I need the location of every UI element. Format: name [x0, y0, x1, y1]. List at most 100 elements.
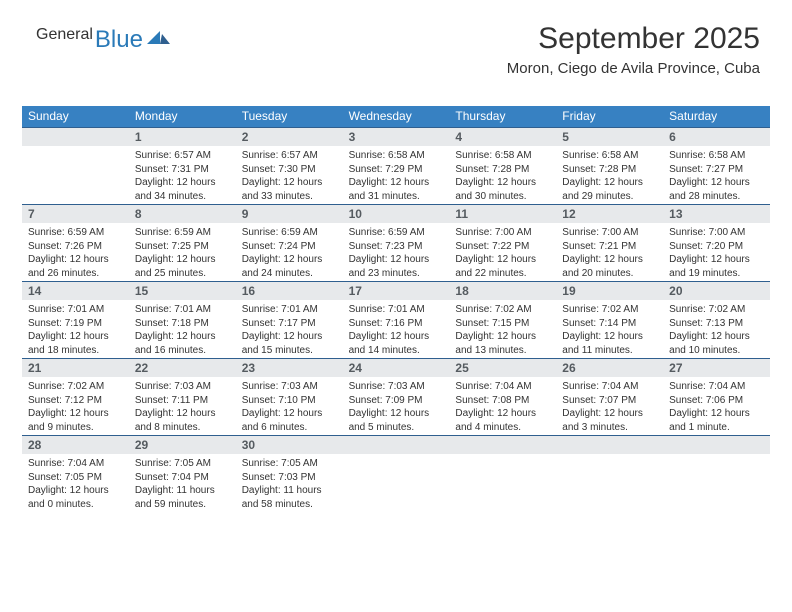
day-day2: and 28 minutes.: [669, 190, 764, 204]
weekday-header: Saturday: [663, 106, 770, 127]
day-number: 14: [22, 282, 129, 300]
day-number: 8: [129, 205, 236, 223]
daynum-row: 282930: [22, 435, 770, 454]
day-cell: Sunrise: 7:01 AMSunset: 7:17 PMDaylight:…: [236, 300, 343, 358]
day-day1: Daylight: 12 hours: [562, 253, 657, 267]
day-day1: Daylight: 12 hours: [455, 407, 550, 421]
day-number: [343, 436, 450, 454]
day-cell: [449, 454, 556, 512]
day-sunrise: Sunrise: 6:57 AM: [135, 149, 230, 163]
weekday-header: Monday: [129, 106, 236, 127]
day-day1: Daylight: 12 hours: [349, 253, 444, 267]
day-day1: Daylight: 12 hours: [135, 176, 230, 190]
day-sunset: Sunset: 7:28 PM: [562, 163, 657, 177]
day-sunrise: Sunrise: 6:58 AM: [349, 149, 444, 163]
weekday-header: Wednesday: [343, 106, 450, 127]
day-sunrise: Sunrise: 6:57 AM: [242, 149, 337, 163]
info-row: Sunrise: 6:59 AMSunset: 7:26 PMDaylight:…: [22, 223, 770, 281]
day-cell: [556, 454, 663, 512]
day-number: 4: [449, 128, 556, 146]
day-sunrise: Sunrise: 7:02 AM: [562, 303, 657, 317]
day-day2: and 1 minute.: [669, 421, 764, 435]
day-sunrise: Sunrise: 7:02 AM: [669, 303, 764, 317]
day-cell: Sunrise: 7:02 AMSunset: 7:12 PMDaylight:…: [22, 377, 129, 435]
day-cell: Sunrise: 6:59 AMSunset: 7:24 PMDaylight:…: [236, 223, 343, 281]
day-sunrise: Sunrise: 6:58 AM: [669, 149, 764, 163]
day-sunset: Sunset: 7:18 PM: [135, 317, 230, 331]
day-day1: Daylight: 12 hours: [135, 330, 230, 344]
day-sunrise: Sunrise: 6:58 AM: [562, 149, 657, 163]
day-number: 17: [343, 282, 450, 300]
day-number: 30: [236, 436, 343, 454]
day-cell: Sunrise: 6:57 AMSunset: 7:31 PMDaylight:…: [129, 146, 236, 204]
day-day2: and 31 minutes.: [349, 190, 444, 204]
day-number: 11: [449, 205, 556, 223]
day-day2: and 29 minutes.: [562, 190, 657, 204]
day-cell: Sunrise: 7:00 AMSunset: 7:22 PMDaylight:…: [449, 223, 556, 281]
day-sunset: Sunset: 7:28 PM: [455, 163, 550, 177]
day-cell: [22, 146, 129, 204]
day-cell: Sunrise: 6:59 AMSunset: 7:26 PMDaylight:…: [22, 223, 129, 281]
logo-text-blue: Blue: [95, 26, 143, 54]
day-number: 5: [556, 128, 663, 146]
day-day1: Daylight: 12 hours: [349, 330, 444, 344]
day-cell: Sunrise: 6:58 AMSunset: 7:27 PMDaylight:…: [663, 146, 770, 204]
day-sunrise: Sunrise: 7:03 AM: [242, 380, 337, 394]
day-cell: Sunrise: 6:57 AMSunset: 7:30 PMDaylight:…: [236, 146, 343, 204]
day-sunset: Sunset: 7:22 PM: [455, 240, 550, 254]
page-title: September 2025: [507, 22, 760, 56]
day-number: 9: [236, 205, 343, 223]
day-day2: and 19 minutes.: [669, 267, 764, 281]
day-cell: Sunrise: 7:04 AMSunset: 7:08 PMDaylight:…: [449, 377, 556, 435]
day-sunrise: Sunrise: 7:01 AM: [135, 303, 230, 317]
day-sunrise: Sunrise: 6:59 AM: [28, 226, 123, 240]
day-number: [556, 436, 663, 454]
day-day2: and 0 minutes.: [28, 498, 123, 512]
day-day2: and 16 minutes.: [135, 344, 230, 358]
day-sunrise: Sunrise: 6:59 AM: [242, 226, 337, 240]
daynum-row: 78910111213: [22, 204, 770, 223]
day-cell: Sunrise: 6:59 AMSunset: 7:23 PMDaylight:…: [343, 223, 450, 281]
day-sunrise: Sunrise: 7:04 AM: [28, 457, 123, 471]
day-sunset: Sunset: 7:23 PM: [349, 240, 444, 254]
day-cell: Sunrise: 7:01 AMSunset: 7:18 PMDaylight:…: [129, 300, 236, 358]
day-number: 18: [449, 282, 556, 300]
day-sunset: Sunset: 7:11 PM: [135, 394, 230, 408]
day-number: 3: [343, 128, 450, 146]
day-cell: Sunrise: 7:05 AMSunset: 7:03 PMDaylight:…: [236, 454, 343, 512]
day-cell: Sunrise: 7:04 AMSunset: 7:06 PMDaylight:…: [663, 377, 770, 435]
day-sunset: Sunset: 7:31 PM: [135, 163, 230, 177]
day-day1: Daylight: 12 hours: [28, 407, 123, 421]
day-day2: and 8 minutes.: [135, 421, 230, 435]
day-cell: [343, 454, 450, 512]
day-number: [663, 436, 770, 454]
day-sunset: Sunset: 7:13 PM: [669, 317, 764, 331]
info-row: Sunrise: 7:02 AMSunset: 7:12 PMDaylight:…: [22, 377, 770, 435]
day-day1: Daylight: 12 hours: [349, 176, 444, 190]
day-sunset: Sunset: 7:10 PM: [242, 394, 337, 408]
day-day2: and 11 minutes.: [562, 344, 657, 358]
title-block: September 2025 Moron, Ciego de Avila Pro…: [507, 22, 760, 77]
day-day2: and 59 minutes.: [135, 498, 230, 512]
day-sunset: Sunset: 7:08 PM: [455, 394, 550, 408]
day-sunset: Sunset: 7:03 PM: [242, 471, 337, 485]
day-sunrise: Sunrise: 7:00 AM: [669, 226, 764, 240]
day-day2: and 23 minutes.: [349, 267, 444, 281]
day-number: 28: [22, 436, 129, 454]
day-cell: Sunrise: 7:05 AMSunset: 7:04 PMDaylight:…: [129, 454, 236, 512]
day-day1: Daylight: 12 hours: [669, 253, 764, 267]
day-sunrise: Sunrise: 7:04 AM: [455, 380, 550, 394]
day-sunrise: Sunrise: 7:00 AM: [455, 226, 550, 240]
day-number: 7: [22, 205, 129, 223]
day-number: 23: [236, 359, 343, 377]
day-day1: Daylight: 12 hours: [349, 407, 444, 421]
day-sunset: Sunset: 7:21 PM: [562, 240, 657, 254]
day-sunrise: Sunrise: 7:03 AM: [135, 380, 230, 394]
day-number: 27: [663, 359, 770, 377]
day-number: [22, 128, 129, 146]
day-number: 29: [129, 436, 236, 454]
day-day2: and 25 minutes.: [135, 267, 230, 281]
day-number: 19: [556, 282, 663, 300]
day-sunset: Sunset: 7:26 PM: [28, 240, 123, 254]
day-day2: and 30 minutes.: [455, 190, 550, 204]
